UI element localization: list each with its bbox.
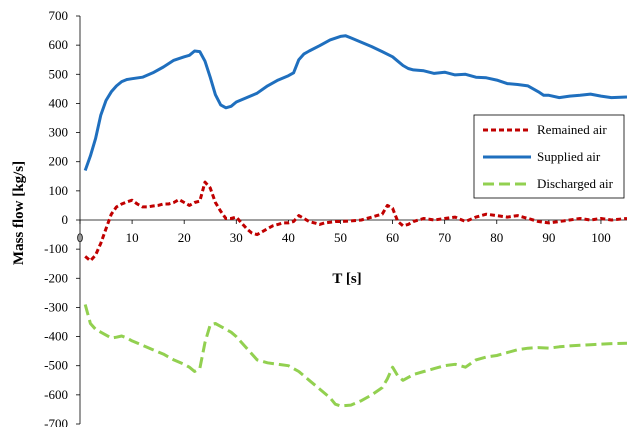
y-tick-label: -400 — [44, 329, 68, 344]
y-tick-label: 700 — [49, 8, 69, 23]
y-tick-label: -300 — [44, 299, 68, 314]
x-tick-label: 80 — [490, 230, 503, 245]
x-tick-label: 30 — [230, 230, 243, 245]
axes — [76, 15, 627, 425]
y-tick-label: -600 — [44, 387, 68, 402]
x-tick-labels: 0 10 20 30 40 50 60 70 80 90 100 — [77, 230, 611, 245]
y-tick-label: 400 — [49, 95, 69, 110]
y-tick-label: 100 — [49, 183, 69, 198]
x-tick-label: 40 — [282, 230, 295, 245]
series-line-supplied-air — [83, 34, 627, 172]
x-tick-label: 10 — [126, 230, 139, 245]
y-tick-label: 300 — [49, 125, 69, 140]
y-tick-label: -200 — [44, 270, 68, 285]
series-line-remained-air — [84, 180, 627, 263]
legend-label: Supplied air — [537, 149, 601, 164]
y-tick-label: 0 — [62, 212, 69, 227]
x-tick-label: 50 — [334, 230, 347, 245]
x-tick-label: 20 — [178, 230, 191, 245]
x-axis-title: T [s] — [332, 271, 361, 287]
y-tick-label: 200 — [49, 154, 69, 169]
y-tick-label: -500 — [44, 358, 68, 373]
y-tick-label: -100 — [44, 241, 68, 256]
x-tick-label: 70 — [438, 230, 451, 245]
y-tick-label: 600 — [49, 37, 69, 52]
legend-label: Remained air — [537, 122, 607, 137]
x-tick-label: 100 — [591, 230, 611, 245]
x-tick-label: 60 — [386, 230, 399, 245]
y-tick-label: -700 — [44, 416, 68, 427]
x-tick-label: 90 — [542, 230, 555, 245]
y-axis-title: Mass flow [kg/s] — [11, 161, 27, 265]
series-line-discharged-air — [83, 304, 627, 408]
series-lines — [83, 34, 627, 408]
x-tick-label: 0 — [77, 230, 84, 245]
legend-label: Discharged air — [537, 176, 614, 191]
y-tick-label: 500 — [49, 66, 69, 81]
y-tick-labels: -700 -600 -500 -400 -300 -200 -100 0 100 200 300 40… — [44, 8, 68, 427]
legend: Remained air Supplied air Discharged air — [473, 114, 625, 199]
